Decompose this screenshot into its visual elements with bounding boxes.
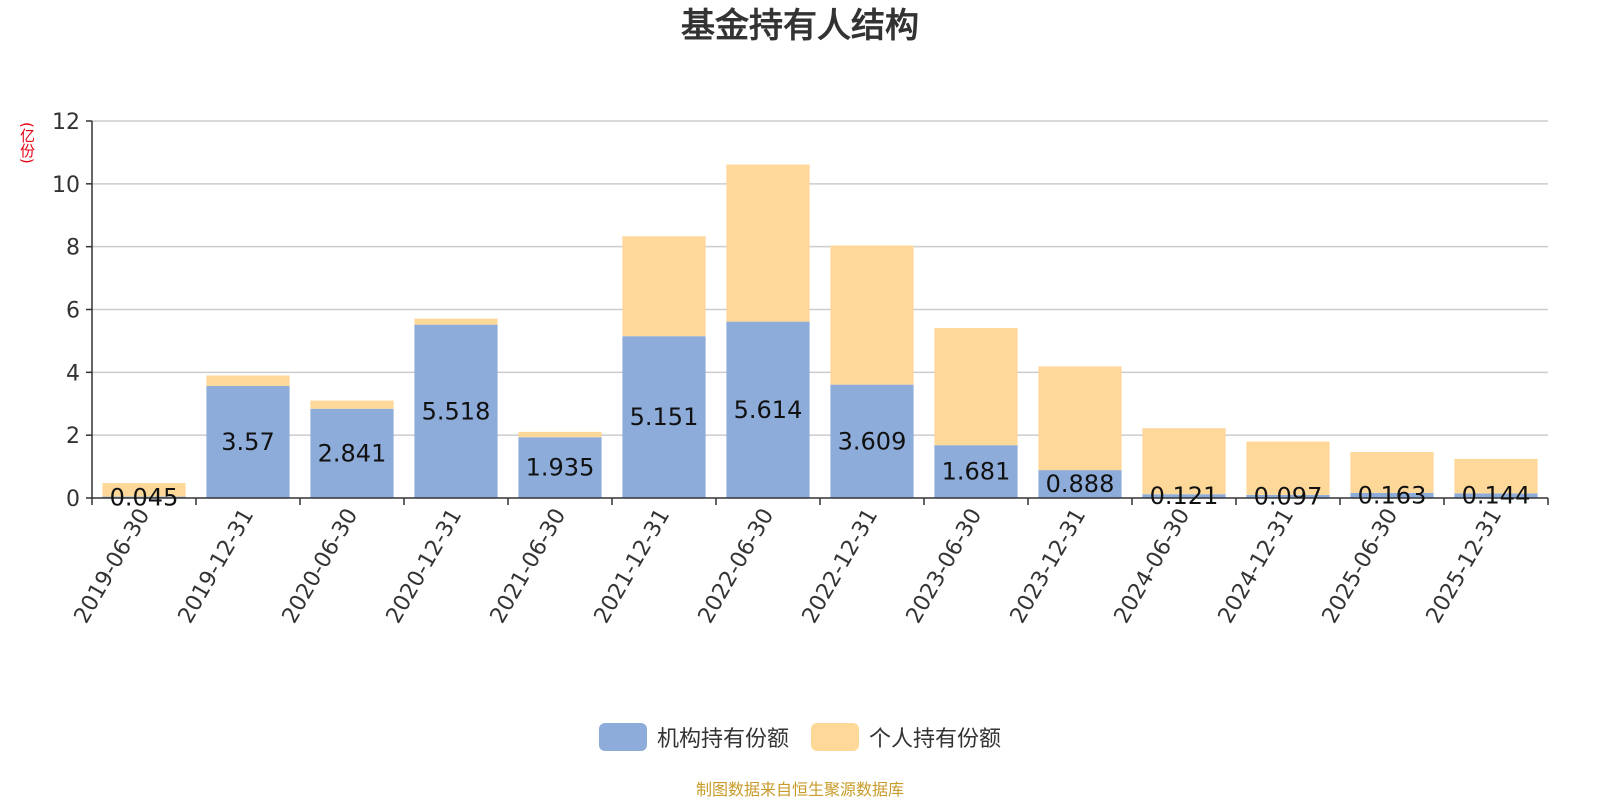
x-tick-label: 2023-06-30 bbox=[902, 505, 988, 628]
legend-label-individual: 个人持有份额 bbox=[869, 727, 1002, 752]
x-tick-label: 2022-06-30 bbox=[694, 505, 780, 628]
bar-institutional bbox=[1454, 493, 1538, 498]
bar-individual bbox=[830, 245, 914, 385]
bar-institutional bbox=[1246, 494, 1330, 498]
bar-individual bbox=[206, 375, 290, 386]
legend-item-institutional[interactable]: 机构持有份额 bbox=[598, 721, 789, 753]
grid-lines bbox=[92, 120, 1548, 436]
bar-institutional bbox=[1038, 470, 1122, 498]
x-tick-label: 2023-12-31 bbox=[1006, 505, 1092, 628]
bar-individual bbox=[934, 328, 1018, 446]
bar-individual bbox=[726, 164, 810, 322]
legend-label-institutional: 机构持有份额 bbox=[656, 727, 789, 752]
data-label-institutional: 5.518 bbox=[422, 397, 491, 425]
legend-swatch-institutional bbox=[598, 723, 647, 751]
y-tick-label: 10 bbox=[52, 173, 80, 198]
y-tick-label: 0 bbox=[66, 487, 80, 512]
x-tick-label: 2019-12-31 bbox=[174, 505, 260, 628]
y-tick-label: 8 bbox=[66, 236, 80, 261]
bar-individual bbox=[414, 318, 498, 325]
y-tick-label: 6 bbox=[66, 299, 80, 324]
y-axis-unit-label: (亿份) bbox=[18, 122, 36, 164]
data-label-institutional: 5.614 bbox=[734, 396, 803, 424]
data-labels: 0.045 3.57 2.841 5.518 1.935 5.151 5.614 3.609 1… bbox=[110, 396, 1531, 511]
bar-individual bbox=[1454, 458, 1538, 494]
x-tick-label: 2019-06-30 bbox=[70, 505, 156, 628]
bar-individual bbox=[1038, 366, 1122, 471]
bar-individual bbox=[622, 236, 706, 337]
bar-individual bbox=[102, 483, 186, 497]
bar-individual bbox=[518, 431, 602, 438]
y-tick-label: 2 bbox=[66, 424, 80, 449]
data-label-institutional: 2.841 bbox=[318, 439, 387, 467]
data-label-institutional: 0.045 bbox=[110, 483, 179, 511]
x-tick-label: 2024-06-30 bbox=[1110, 505, 1196, 628]
data-label-institutional: 3.57 bbox=[221, 428, 274, 456]
x-tick-label: 2020-12-31 bbox=[382, 505, 468, 628]
bar-series bbox=[102, 164, 1538, 498]
data-label-institutional: 1.935 bbox=[526, 454, 595, 482]
bar-institutional bbox=[310, 408, 394, 498]
data-label-institutional: 0.163 bbox=[1358, 481, 1427, 509]
y-tick-label: 4 bbox=[66, 361, 80, 386]
x-tick-label: 2025-06-30 bbox=[1318, 505, 1404, 628]
legend-swatch-individual bbox=[811, 723, 859, 751]
data-label-institutional: 0.097 bbox=[1254, 482, 1323, 510]
bar-institutional bbox=[934, 445, 1018, 498]
y-tick-label: 12 bbox=[52, 110, 80, 135]
bar-institutional bbox=[518, 437, 602, 498]
legend-item-individual[interactable]: 个人持有份额 bbox=[811, 721, 1001, 753]
x-tick-label: 2021-12-31 bbox=[590, 505, 676, 628]
data-label-institutional: 0.888 bbox=[1046, 470, 1115, 498]
data-label-institutional: 0.121 bbox=[1150, 482, 1219, 510]
bar-individual bbox=[310, 400, 394, 409]
x-tick-label: 2021-06-30 bbox=[486, 505, 572, 628]
data-label-institutional: 0.144 bbox=[1462, 482, 1531, 510]
bar-institutional bbox=[726, 321, 810, 498]
x-tick-label: 2025-12-31 bbox=[1422, 505, 1508, 628]
legend: 机构持有份额 个人持有份额 bbox=[0, 720, 1600, 754]
chart-title: 基金持有人结构 bbox=[681, 6, 919, 46]
x-tick-label: 2020-06-30 bbox=[278, 505, 364, 628]
bar-institutional bbox=[830, 384, 914, 498]
bar-institutional bbox=[622, 336, 706, 498]
x-tick-label: 2022-12-31 bbox=[798, 505, 884, 628]
bar-individual bbox=[1350, 452, 1434, 493]
x-tick-label: 2024-12-31 bbox=[1214, 505, 1300, 628]
bar-individual bbox=[1142, 428, 1226, 495]
bar-institutional bbox=[1350, 492, 1434, 498]
bar-institutional bbox=[1142, 494, 1226, 498]
data-label-institutional: 5.151 bbox=[630, 403, 699, 431]
data-label-institutional: 1.681 bbox=[942, 458, 1011, 486]
source-note: 制图数据来自恒生聚源数据库 bbox=[695, 780, 904, 799]
bar-institutional bbox=[206, 385, 290, 498]
bar-individual bbox=[1246, 441, 1330, 495]
data-label-institutional: 3.609 bbox=[838, 427, 907, 455]
bar-institutional bbox=[414, 324, 498, 498]
